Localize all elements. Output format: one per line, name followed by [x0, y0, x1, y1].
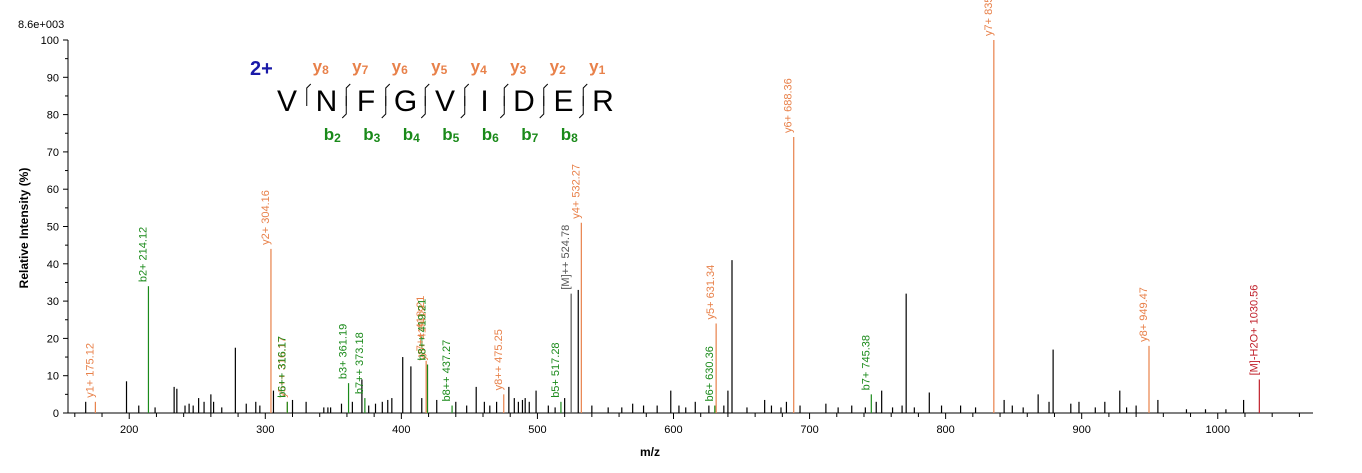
y-axis-title: Relative Intensity (%) — [17, 168, 31, 289]
peak-label: y5+ 631.34 — [705, 265, 717, 320]
fragment-mark-b — [539, 96, 545, 119]
peak-label: y4+ 532.27 — [570, 164, 582, 219]
sequence-residue: V — [277, 85, 297, 118]
peak-label: y8++ 475.25 — [493, 329, 505, 390]
x-tick-label: 700 — [800, 424, 818, 436]
sequence-residue: F — [357, 85, 375, 118]
fragment-mark-y — [306, 83, 312, 106]
peak-label: y1+ 175.12 — [84, 343, 96, 398]
peak-label: b7++ 373.18 — [354, 332, 366, 394]
b-ion-label: b3 — [363, 125, 380, 145]
y-tick-label: 100 — [41, 35, 59, 47]
y-tick-label: 10 — [47, 371, 59, 383]
peaks — [85, 40, 1260, 413]
peak-label: b8++ 419.21 — [416, 299, 428, 361]
b-ion-label: b7 — [521, 125, 538, 145]
x-tick-label: 1000 — [1206, 424, 1230, 436]
fragment-mark-y — [424, 83, 430, 106]
y-ion-label: y5 — [431, 57, 447, 77]
sequence-residue: D — [513, 85, 535, 118]
y-ion-label: y8 — [313, 57, 329, 77]
fragment-mark-y — [543, 83, 549, 106]
b-ion-label: b4 — [403, 125, 420, 145]
y-tick-label: 50 — [47, 222, 59, 234]
sequence-residue: V — [435, 85, 455, 118]
charge-state-label: 2+ — [250, 58, 273, 80]
peak-label: y8+ 949.47 — [1138, 287, 1150, 342]
x-tick-label: 500 — [528, 424, 546, 436]
sequence-residue: G — [394, 85, 417, 118]
peak-label: y7++ 418.21 — [415, 296, 427, 357]
peak-label: b5+ 517.28 — [550, 342, 562, 397]
y-ion-label: y2 — [550, 57, 566, 77]
b-ion-label: b6 — [482, 125, 499, 145]
sequence-residue: N — [316, 85, 338, 118]
x-axis-title: m/z — [640, 445, 660, 459]
y-ion-label: y3 — [510, 57, 526, 77]
fragment-mark-y — [503, 83, 509, 106]
fragment-mark-b — [460, 96, 466, 119]
fragment-mark-y — [464, 83, 470, 106]
peak-label: [M]++ 524.78 — [560, 225, 572, 290]
peak-label: b8++ 437.27 — [441, 340, 453, 402]
x-tick-label: 200 — [120, 424, 138, 436]
peak-label: b3+ 361.19 — [338, 324, 350, 379]
sequence-residue: E — [553, 85, 573, 118]
sequence-residue: R — [592, 85, 614, 118]
y-tick-label: 30 — [47, 296, 59, 308]
x-tick-label: 400 — [392, 424, 410, 436]
fragment-mark-y — [582, 83, 588, 106]
fragment-mark-b — [420, 96, 426, 119]
peak-label: b2+ 214.12 — [137, 227, 149, 282]
y-ion-label: y6 — [392, 57, 408, 77]
peak-label: y5++ 316.17 — [276, 337, 288, 398]
fragment-mark-b — [381, 96, 387, 119]
y-tick-label: 80 — [47, 110, 59, 122]
y-ion-label: y4 — [471, 57, 487, 77]
sequence-residue: I — [480, 85, 488, 118]
peak-label: y2+ 304.16 — [260, 190, 272, 245]
peak-label: y7+ 835.43 — [983, 0, 995, 36]
fragment-mark-b — [499, 96, 505, 119]
fragment-mark-b — [341, 96, 347, 119]
axes: 0 10 20 30 40 50 60 70 80 90 100 200 300 400 500 600 700… — [41, 35, 1313, 436]
peak-label: b7+ 745.38 — [860, 335, 872, 390]
y-tick-label: 90 — [47, 72, 59, 84]
x-tick-label: 800 — [936, 424, 954, 436]
y-tick-label: 0 — [53, 408, 59, 420]
intensity-scale-label: 8.6e+003 — [18, 19, 64, 31]
fragment-mark-y — [345, 83, 351, 106]
b-ion-label: b2 — [324, 125, 341, 145]
peak-label: y6+ 688.36 — [783, 78, 795, 133]
peak-label: [M]-H2O+ 1030.56 — [1248, 285, 1260, 376]
y-ion-label: y1 — [589, 57, 605, 77]
b-ion-label: b5 — [442, 125, 459, 145]
peak-labels: y1+ 175.12 b2+ 214.12 y2+ 304.16 y5++ 316.1… — [84, 0, 1260, 402]
y-ion-label: y7 — [352, 57, 368, 77]
y-tick-label: 60 — [47, 184, 59, 196]
b-ion-label: b8 — [561, 125, 578, 145]
y-tick-label: 40 — [47, 259, 59, 271]
peak-label: y3+ 419.19 — [416, 306, 428, 361]
fragment-mark-b — [578, 96, 584, 119]
peak-label: b6++ 316.17 — [276, 336, 288, 398]
x-tick-label: 900 — [1073, 424, 1091, 436]
y-tick-label: 20 — [47, 333, 59, 345]
x-tick-label: 600 — [664, 424, 682, 436]
y-tick-label: 70 — [47, 147, 59, 159]
fragment-mark-y — [385, 83, 391, 106]
x-tick-label: 300 — [256, 424, 274, 436]
peak-label: b6+ 630.36 — [704, 346, 716, 401]
